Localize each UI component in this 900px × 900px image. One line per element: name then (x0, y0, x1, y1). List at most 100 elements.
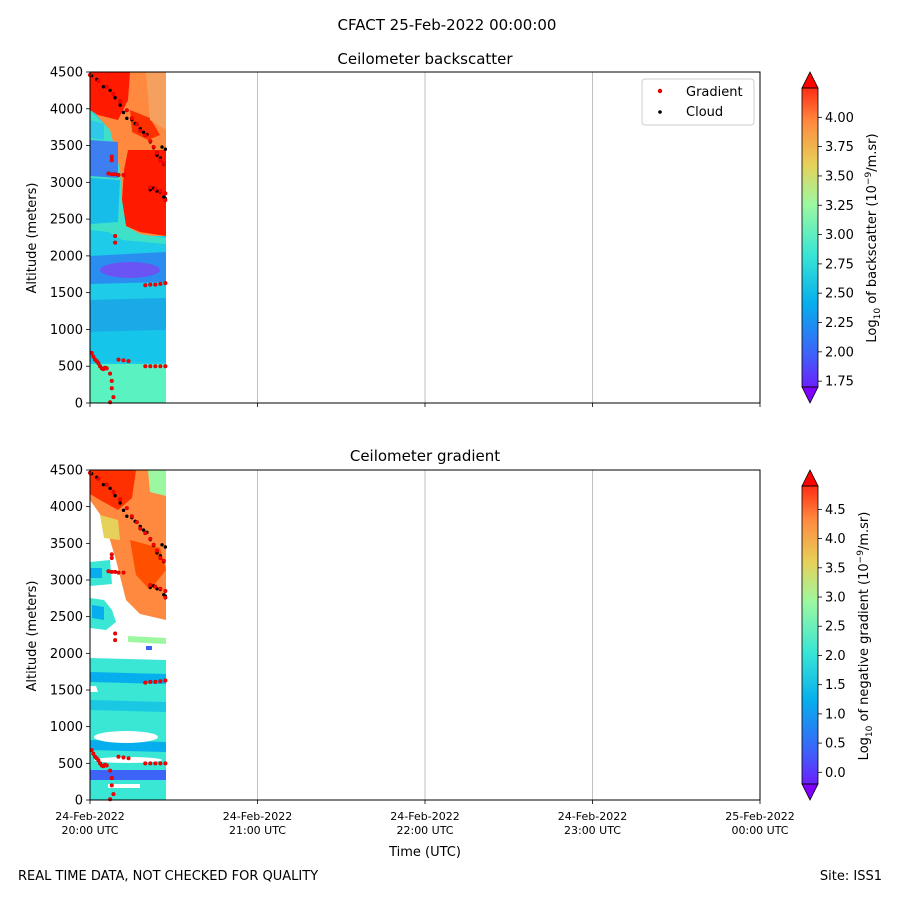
colorbar-tick-label: 2.5 (825, 620, 846, 635)
x-tick-label: 24-Feb-2022 21:00 UTC (223, 810, 292, 837)
gradient-point (148, 282, 153, 287)
colorbar-tick-label: 1.75 (825, 375, 854, 390)
cloud-point (101, 85, 106, 89)
gradient-point (143, 531, 148, 536)
colorbar-tick-label: 2.50 (825, 287, 854, 302)
gradient-point (129, 116, 134, 121)
gradient-point (158, 189, 163, 194)
gradient-point (151, 542, 156, 547)
colorbar-tick-label: 4.00 (825, 111, 854, 126)
gradient-point (104, 84, 109, 89)
gradient-point (96, 476, 101, 481)
colorbar-tick-label: 2.25 (825, 316, 854, 331)
gradient-point (116, 357, 121, 362)
gradient-point (111, 92, 116, 97)
cloud-point (141, 528, 146, 532)
footer-disclaimer: REAL TIME DATA, NOT CHECKED FOR QUALITY (18, 869, 319, 884)
gradient-point (163, 588, 168, 593)
gradient-point (158, 586, 163, 591)
gradient-point (163, 364, 168, 369)
gradient-point (113, 240, 118, 245)
gradient-point (109, 386, 114, 391)
backscatter-x-ticks (89, 403, 761, 407)
gradient-ylabel: Altitude (meters) (25, 581, 40, 692)
cloud-point (113, 96, 117, 100)
gradient-point (106, 171, 111, 176)
y-tick-label: 1500 (50, 286, 83, 301)
gradient-point (121, 358, 126, 363)
gradient-point (91, 751, 96, 756)
backscatter-ylabel: Altitude (meters) (25, 183, 40, 294)
colorbar-tick-label: 4.5 (825, 503, 846, 518)
cloud-point (118, 501, 122, 505)
gradient-point (121, 570, 126, 575)
gradient-point (155, 548, 160, 553)
gradient-point (158, 281, 163, 286)
gradient-point (153, 282, 158, 287)
y-tick-label: 3500 (50, 139, 83, 154)
gradient-point (109, 552, 114, 557)
cloud-point (108, 88, 112, 93)
gradient-point (104, 366, 109, 371)
gradient-point (109, 783, 114, 788)
cloud-point (125, 514, 129, 518)
colorbar-tick-label: 2.0 (825, 649, 846, 664)
x-tick-label: 24-Feb-2022 20:00 UTC (55, 810, 124, 837)
backscatter-heatmap (90, 72, 166, 403)
gradient-y-ticks: 0 500 1000 1500 2000 2500 3000 3500 4000 4500 (50, 464, 90, 809)
gradient-point (153, 364, 158, 369)
gradient-point (153, 584, 158, 589)
gradient-point (109, 154, 114, 159)
gradient-point (134, 122, 139, 127)
gradient-point (153, 761, 158, 766)
gradient-point (143, 133, 148, 138)
legend-cloud-marker (658, 110, 662, 114)
gradient-point (118, 99, 123, 104)
y-tick-label: 3000 (50, 176, 83, 191)
gradient-point (106, 569, 111, 574)
gradient-point (148, 583, 153, 588)
colorbar-tick-label: 3.50 (825, 169, 854, 184)
backscatter-gridlines (257, 72, 593, 403)
backscatter-title: Ceilometer backscatter (337, 50, 513, 68)
gradient-point (158, 158, 163, 163)
gradient-point (148, 536, 153, 541)
backscatter-colorbar: 1.75 2.00 2.25 2.50 2.75 3.00 3.25 3.50 3.75 4.00 (801, 71, 854, 404)
gradient-point (143, 761, 148, 766)
gradient-point (121, 172, 126, 177)
gradient-point (155, 150, 160, 155)
gradient-x-ticks: 24-Feb-2022 20:00 UTC 24-Feb-2022 21:00 UTC… (55, 800, 795, 837)
legend-gradient-label: Gradient (686, 85, 743, 100)
gradient-point (113, 569, 118, 574)
gradient-point (138, 128, 143, 133)
y-tick-label: 3000 (50, 574, 83, 589)
colorbar-tick-label: 1.5 (825, 678, 846, 693)
y-tick-label: 0 (75, 794, 83, 809)
cloud-point (125, 116, 129, 121)
cloud-point (118, 103, 122, 107)
gradient-point (143, 680, 148, 685)
gradient-point (116, 172, 121, 177)
gradient-colorbar: 0.0 0.5 1.0 1.5 2.0 2.5 3.0 3.5 4.0 4.5 (801, 469, 846, 801)
cloud-point (163, 545, 168, 549)
gradient-gridlines (257, 470, 593, 800)
cloud-point (121, 508, 126, 513)
gradient-point (124, 108, 129, 113)
gradient-point (134, 520, 139, 525)
gradient-point (126, 359, 131, 364)
colorbar-tick-label: 3.00 (825, 228, 854, 243)
gradient-point (116, 754, 121, 759)
gradient-point (126, 756, 131, 761)
cloud-point (160, 145, 164, 149)
gradient-point (104, 482, 109, 487)
y-tick-label: 4500 (50, 464, 83, 479)
figure-suptitle: CFACT 25-Feb-2022 00:00:00 (338, 16, 557, 34)
gradient-point (148, 139, 153, 144)
gradient-point (161, 161, 166, 166)
colorbar-tick-label: 2.75 (825, 257, 854, 272)
y-tick-label: 1000 (50, 720, 83, 735)
x-tick-label: 24-Feb-2022 22:00 UTC (390, 810, 459, 837)
gradient-title: Ceilometer gradient (350, 447, 500, 465)
cloud-point (121, 110, 126, 115)
